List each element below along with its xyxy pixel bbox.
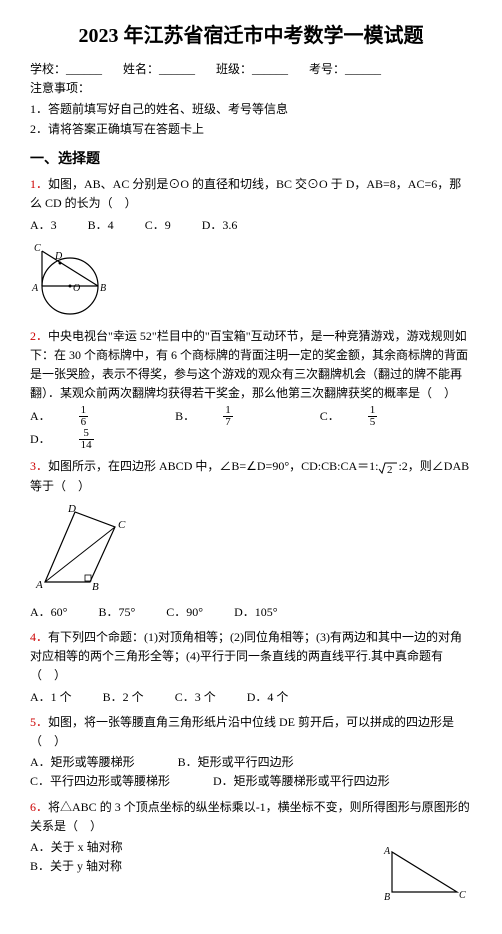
q2-c-den: 5 bbox=[368, 417, 378, 428]
examno-field: 考号：______ bbox=[309, 60, 381, 79]
q2-opt-d: D．514 bbox=[30, 428, 150, 451]
q4-number: 4． bbox=[30, 630, 48, 644]
q1-text: 如图，AB、AC 分别是⊙O 的直径和切线，BC 交⊙O 于 D，AB=8，AC… bbox=[30, 177, 461, 210]
section-1-title: 一、选择题 bbox=[30, 149, 472, 171]
q6-text: 将△ABC 的 3 个顶点坐标的纵坐标乘以-1，横坐标不变，则所得图形与原图形的… bbox=[30, 800, 470, 833]
q2-opt-a: A．16 bbox=[30, 405, 144, 428]
question-3: 3．如图所示，在四边形 ABCD 中，∠B=∠D=90°，CD:CB:CA＝1:… bbox=[30, 457, 472, 622]
svg-text:A: A bbox=[35, 579, 43, 591]
q4-opt-d: D．4 个 bbox=[247, 688, 289, 707]
q6-opt-b: B．关于 y 轴对称 bbox=[30, 857, 382, 876]
question-2: 2．中央电视台"幸运 52"栏目中的"百宝箱"互动环节，是一种竞猜游戏，游戏规则… bbox=[30, 327, 472, 452]
svg-text:C: C bbox=[34, 243, 41, 254]
svg-text:D: D bbox=[54, 251, 63, 262]
svg-text:B: B bbox=[384, 892, 390, 902]
q4-opt-c: C．3 个 bbox=[175, 688, 216, 707]
svg-text:O: O bbox=[73, 283, 80, 294]
q6-opt-a: A．关于 x 轴对称 bbox=[30, 838, 382, 857]
q3-text-pre: 如图所示，在四边形 ABCD 中，∠B=∠D=90°，CD:CB:CA＝1: bbox=[48, 459, 378, 473]
q2-options: A．16 B．17 C．15 D．514 bbox=[30, 405, 472, 451]
school-field: 学校：______ bbox=[30, 60, 102, 79]
q3-figure: A B C D bbox=[30, 502, 472, 597]
svg-text:C: C bbox=[118, 519, 126, 531]
q3-opt-c: C．90° bbox=[166, 603, 203, 622]
q4-opt-a: A．1 个 bbox=[30, 688, 72, 707]
q4-options: A．1 个 B．2 个 C．3 个 D．4 个 bbox=[30, 688, 472, 707]
q2-text: 中央电视台"幸运 52"栏目中的"百宝箱"互动环节，是一种竞猜游戏，游戏规则如下… bbox=[30, 329, 468, 401]
q5-number: 5． bbox=[30, 715, 48, 729]
q6-number: 6． bbox=[30, 800, 48, 814]
q1-opt-a: A．3 bbox=[30, 216, 57, 235]
svg-text:B: B bbox=[100, 283, 106, 294]
q6-figure: A B C bbox=[382, 842, 472, 902]
q1-opt-b: B．4 bbox=[88, 216, 114, 235]
q3-opt-b: B．75° bbox=[98, 603, 135, 622]
instructions: 1．答题前填写好自己的姓名、班级、考号等信息 2．请将答案正确填写在答题卡上 bbox=[30, 100, 472, 138]
q5-opt-c: C．平行四边形或等腰梯形 bbox=[30, 772, 170, 791]
q1-number: 1． bbox=[30, 177, 48, 191]
svg-text:D: D bbox=[67, 503, 76, 515]
q4-text: 有下列四个命题：(1)对顶角相等；(2)同位角相等；(3)有两边和其中一边的对角… bbox=[30, 630, 462, 682]
name-field: 姓名：______ bbox=[123, 60, 195, 79]
q2-b-den: 7 bbox=[223, 417, 233, 428]
q1-opt-c: C．9 bbox=[145, 216, 171, 235]
q2-number: 2． bbox=[30, 329, 48, 343]
q1-opt-d: D．3.6 bbox=[202, 216, 238, 235]
question-1: 1．如图，AB、AC 分别是⊙O 的直径和切线，BC 交⊙O 于 D，AB=8，… bbox=[30, 175, 472, 321]
q2-d-label: D． bbox=[30, 430, 51, 449]
q1-figure: O A B C D bbox=[30, 241, 472, 321]
q2-opt-b: B．17 bbox=[175, 405, 289, 428]
question-5: 5．如图，将一张等腰直角三角形纸片沿中位线 DE 剪开后，可以拼成的四边形是（ … bbox=[30, 713, 472, 792]
q5-text: 如图，将一张等腰直角三角形纸片沿中位线 DE 剪开后，可以拼成的四边形是（ ） bbox=[30, 715, 454, 748]
svg-text:A: A bbox=[383, 846, 391, 857]
q2-opt-c: C．15 bbox=[320, 405, 434, 428]
q2-b-label: B． bbox=[175, 407, 195, 426]
q2-c-label: C． bbox=[320, 407, 340, 426]
sqrt2-icon: 2 bbox=[378, 461, 398, 475]
q1-options: A．3 B．4 C．9 D．3.6 bbox=[30, 216, 472, 235]
q3-options: A．60° B．75° C．90° D．105° bbox=[30, 603, 472, 622]
question-6: 6．将△ABC 的 3 个顶点坐标的纵坐标乘以-1，横坐标不变，则所得图形与原图… bbox=[30, 798, 472, 908]
q5-opt-b: B．矩形或平行四边形 bbox=[178, 753, 294, 772]
q4-opt-b: B．2 个 bbox=[103, 688, 144, 707]
instruction-2: 2．请将答案正确填写在答题卡上 bbox=[30, 120, 472, 139]
q3-number: 3． bbox=[30, 459, 48, 473]
svg-text:A: A bbox=[31, 283, 39, 294]
page-title: 2023 年江苏省宿迁市中考数学一模试题 bbox=[30, 20, 472, 52]
question-4: 4．有下列四个命题：(1)对顶角相等；(2)同位角相等；(3)有两边和其中一边的… bbox=[30, 628, 472, 707]
q3-opt-d: D．105° bbox=[234, 603, 277, 622]
svg-text:2: 2 bbox=[387, 464, 393, 475]
q3-opt-a: A．60° bbox=[30, 603, 67, 622]
q6-options: A．关于 x 轴对称 B．关于 y 轴对称 bbox=[30, 838, 382, 876]
q2-d-den: 14 bbox=[79, 440, 94, 451]
class-field: 班级：______ bbox=[216, 60, 288, 79]
q5-options: A．矩形或等腰梯形 B．矩形或平行四边形 C．平行四边形或等腰梯形 D．矩形或等… bbox=[30, 753, 472, 791]
svg-text:B: B bbox=[92, 581, 99, 593]
instruction-1: 1．答题前填写好自己的姓名、班级、考号等信息 bbox=[30, 100, 472, 119]
header-fields: 学校：______ 姓名：______ 班级：______ 考号：______ … bbox=[30, 60, 472, 98]
q5-opt-d: D．矩形或等腰梯形或平行四边形 bbox=[213, 772, 390, 791]
notice-label: 注意事项： bbox=[30, 79, 90, 98]
q2-a-label: A． bbox=[30, 407, 51, 426]
q5-opt-a: A．矩形或等腰梯形 bbox=[30, 753, 135, 772]
svg-text:C: C bbox=[459, 890, 466, 901]
